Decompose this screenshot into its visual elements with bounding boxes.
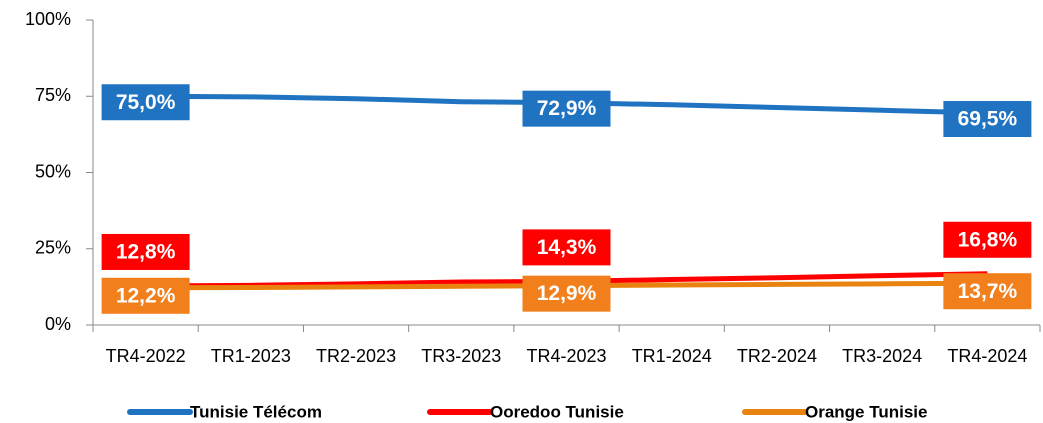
value-label: 75,0% xyxy=(116,91,176,114)
value-label: 16,8% xyxy=(958,228,1018,251)
legend-label: Ooredoo Tunisie xyxy=(490,402,624,421)
value-label: 13,7% xyxy=(958,280,1018,303)
value-label-box xyxy=(101,84,190,121)
value-label-box xyxy=(522,229,611,266)
legend-label: Orange Tunisie xyxy=(805,402,928,421)
legend-label: Tunisie Télécom xyxy=(190,402,322,421)
value-label-box xyxy=(943,273,1032,310)
y-tick-label: 0% xyxy=(45,314,71,334)
y-tick-label: 25% xyxy=(35,238,71,258)
x-tick-label: TR4-2022 xyxy=(106,346,186,366)
x-tick-label: TR4-2024 xyxy=(947,346,1027,366)
value-label-box xyxy=(101,277,190,314)
value-label: 12,9% xyxy=(537,282,597,305)
x-tick-label: TR3-2023 xyxy=(421,346,501,366)
value-label: 72,9% xyxy=(537,97,597,120)
x-tick-label: TR1-2023 xyxy=(211,346,291,366)
y-tick-label: 100% xyxy=(25,9,71,29)
value-label-box xyxy=(101,233,190,270)
value-label: 69,5% xyxy=(958,108,1018,131)
y-tick-label: 50% xyxy=(35,161,71,181)
value-label-box xyxy=(522,90,611,127)
x-tick-label: TR2-2023 xyxy=(316,346,396,366)
x-tick-label: TR3-2024 xyxy=(842,346,922,366)
x-tick-label: TR1-2024 xyxy=(632,346,712,366)
y-tick-label: 75% xyxy=(35,85,71,105)
value-label: 12,8% xyxy=(116,241,176,264)
value-label-box xyxy=(943,221,1032,258)
value-label-box xyxy=(522,275,611,312)
value-label: 12,2% xyxy=(116,284,176,307)
value-label: 14,3% xyxy=(537,236,597,259)
x-tick-label: TR2-2024 xyxy=(737,346,817,366)
x-tick-label: TR4-2023 xyxy=(526,346,606,366)
value-label-box xyxy=(943,101,1032,138)
